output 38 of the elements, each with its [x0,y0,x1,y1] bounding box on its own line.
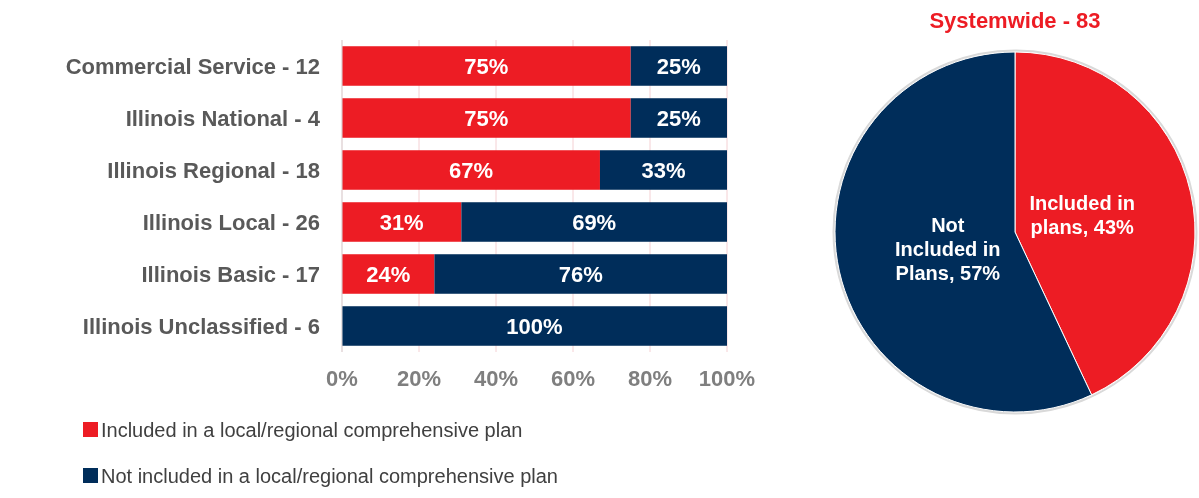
chart-title: Systemwide - 83 [929,8,1101,33]
bar [342,150,600,190]
bar [599,150,727,190]
bar [342,98,631,138]
data-label: 25% [656,105,701,131]
bar [342,46,631,86]
x-tick-label: 0% [326,366,358,391]
data-label: 31% [379,209,424,235]
x-tick-label: 60% [550,366,596,391]
legend-label: Not included in a local/regional comprehensive plan [101,465,558,487]
x-tick-label: 80% [627,366,673,391]
slice-label: Included in plans, 43% [1029,192,1135,239]
data-label: 33% [641,157,686,183]
slice-label: Not Included in Plans, 57% [895,213,1001,284]
data-label: 69% [572,209,617,235]
y-tick-label: Illinois Unclassified - 6 [82,313,320,339]
x-tick-label: 100% [698,366,756,391]
y-tick-label: Illinois National - 4 [125,105,321,131]
data-label: 25% [656,53,701,79]
x-tick-label: 40% [473,366,519,391]
data-label: 24% [366,261,411,287]
x-tick-label: 20% [396,366,442,391]
data-label: 67% [448,157,493,183]
legend-label: Included in a local/regional comprehensive plan [101,419,523,441]
y-tick-label: Illinois Basic - 17 [141,261,320,287]
bar [342,306,727,346]
y-tick-label: Illinois Regional - 18 [107,157,320,183]
bar [461,202,727,242]
bar [342,202,462,242]
y-tick-label: Commercial Service - 12 [65,53,320,79]
data-label: 76% [558,261,603,287]
bar [630,98,727,138]
data-label: 75% [464,105,509,131]
data-label: 75% [464,53,509,79]
bar [434,254,727,294]
bar [630,46,727,86]
y-tick-label: Illinois Local - 26 [142,209,320,235]
data-label: 100% [506,313,563,339]
